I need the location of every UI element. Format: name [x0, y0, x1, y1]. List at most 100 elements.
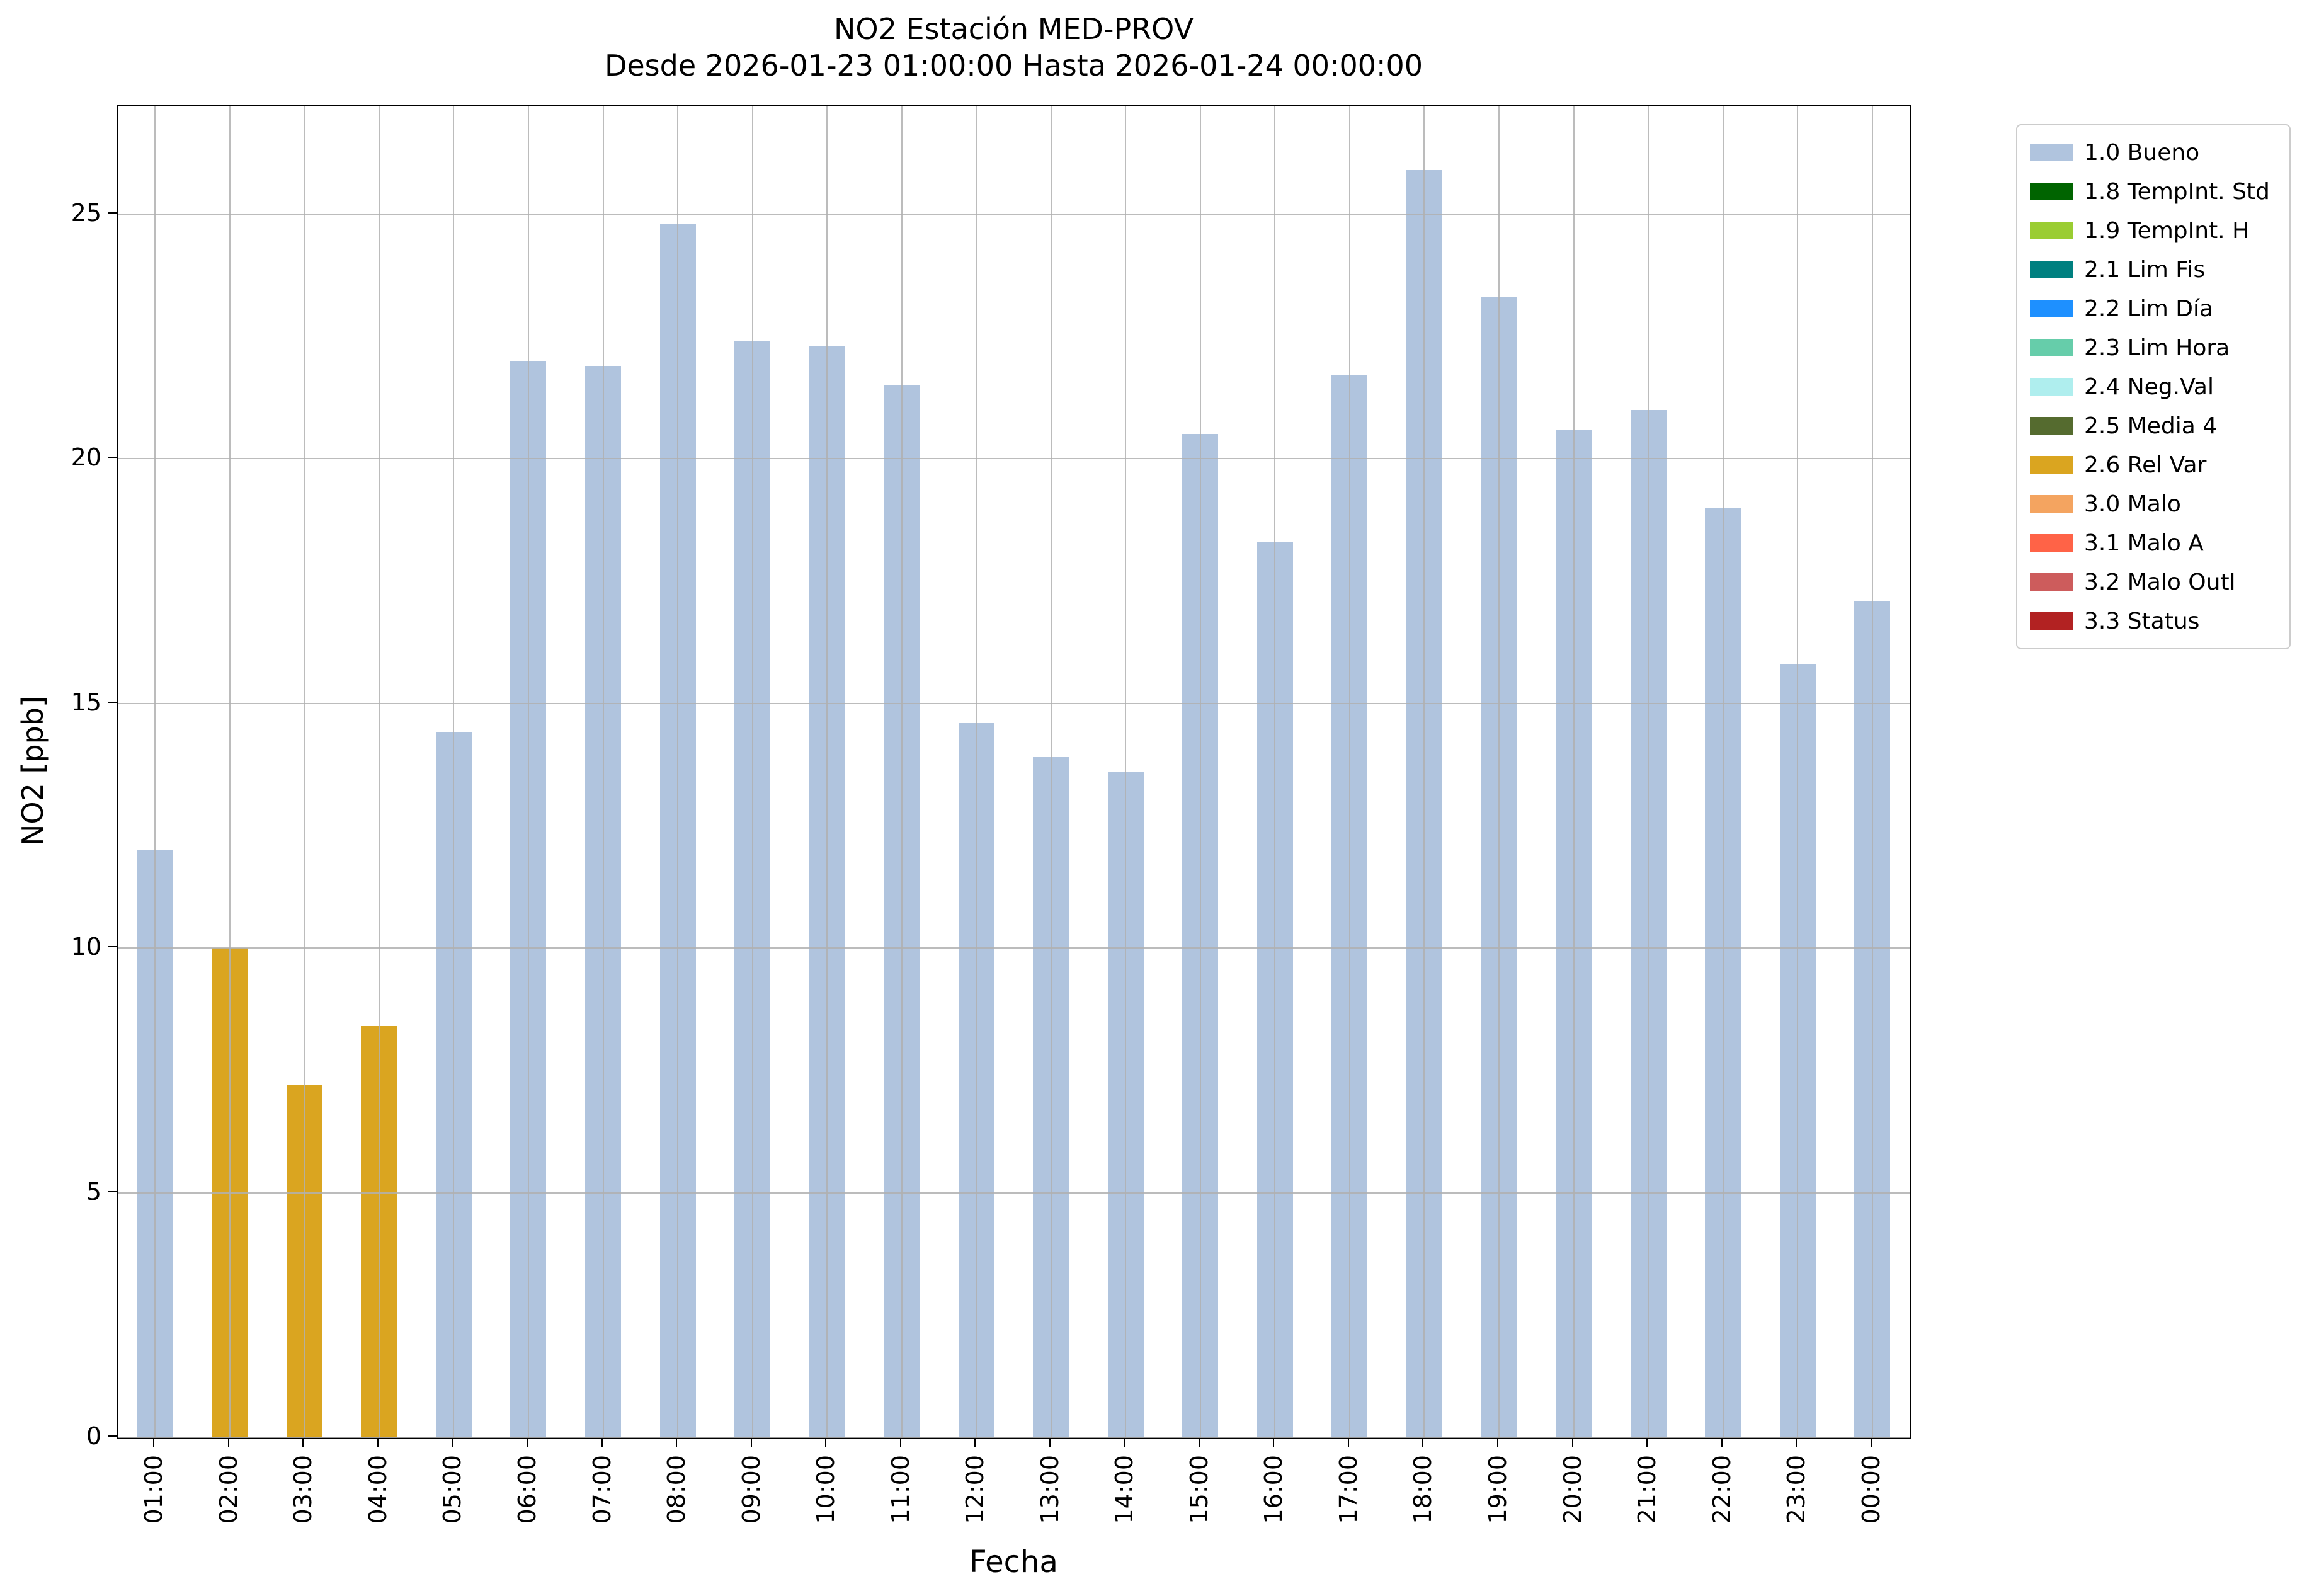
- y-tick-mark: [108, 1435, 117, 1437]
- gridline-vertical: [154, 106, 156, 1437]
- legend-label: 2.4 Neg.Val: [2084, 373, 2214, 400]
- gridline-vertical: [1648, 106, 1650, 1437]
- legend-label: 3.2 Malo Outl: [2084, 569, 2236, 595]
- x-tick-label: 16:00: [1260, 1455, 1288, 1524]
- x-tick-label: 17:00: [1334, 1455, 1362, 1524]
- gridline-horizontal: [118, 458, 1910, 460]
- x-tick-label: 12:00: [961, 1455, 989, 1524]
- legend-swatch: [2030, 339, 2073, 356]
- grid-layer: [118, 106, 1910, 1438]
- gridline-horizontal: [118, 1437, 1910, 1438]
- x-tick-label: 20:00: [1558, 1455, 1587, 1524]
- x-tick-mark: [1870, 1439, 1872, 1447]
- legend-label: 2.6 Rel Var: [2084, 452, 2207, 478]
- y-tick-mark: [108, 1190, 117, 1192]
- legend-item: 3.3 Status: [2030, 601, 2277, 641]
- gridline-vertical: [751, 106, 753, 1437]
- legend-item: 1.8 TempInt. Std: [2030, 172, 2277, 211]
- x-tick-mark: [899, 1439, 901, 1447]
- legend-swatch: [2030, 417, 2073, 435]
- chart-subtitle: Desde 2026-01-23 01:00:00 Hasta 2026-01-…: [604, 48, 1423, 83]
- x-tick-label: 04:00: [363, 1455, 392, 1524]
- legend-item: 1.0 Bueno: [2030, 133, 2277, 172]
- gridline-horizontal: [118, 947, 1910, 949]
- x-tick-mark: [1571, 1439, 1573, 1447]
- y-tick-label: 10: [71, 933, 101, 961]
- x-tick-mark: [1273, 1439, 1275, 1447]
- y-tick-mark: [108, 946, 117, 948]
- y-tick-label: 5: [86, 1177, 101, 1206]
- gridline-vertical: [453, 106, 455, 1437]
- gridline-vertical: [1573, 106, 1575, 1437]
- x-tick-label: 11:00: [886, 1455, 914, 1524]
- legend-swatch: [2030, 378, 2073, 396]
- x-tick-mark: [377, 1439, 379, 1447]
- gridline-vertical: [1274, 106, 1276, 1437]
- x-tick-mark: [1198, 1439, 1200, 1447]
- x-tick-mark: [526, 1439, 528, 1447]
- x-tick-label: 18:00: [1409, 1455, 1437, 1524]
- legend-swatch: [2030, 495, 2073, 513]
- x-tick-label: 07:00: [588, 1455, 616, 1524]
- x-tick-mark: [1347, 1439, 1349, 1447]
- gridline-vertical: [229, 106, 231, 1437]
- gridline-vertical: [1722, 106, 1724, 1437]
- legend-item: 1.9 TempInt. H: [2030, 211, 2277, 250]
- x-tick-mark: [153, 1439, 155, 1447]
- gridline-vertical: [826, 106, 828, 1437]
- legend-label: 2.5 Media 4: [2084, 413, 2218, 439]
- x-tick-label: 10:00: [812, 1455, 840, 1524]
- legend-label: 2.2 Lim Día: [2084, 295, 2214, 322]
- x-tick-label: 19:00: [1484, 1455, 1512, 1524]
- legend-label: 1.0 Bueno: [2084, 139, 2200, 166]
- gridline-vertical: [1423, 106, 1425, 1437]
- x-tick-label: 09:00: [737, 1455, 765, 1524]
- legend-swatch: [2030, 534, 2073, 552]
- x-tick-label: 21:00: [1633, 1455, 1661, 1524]
- y-tick-mark: [108, 212, 117, 214]
- plot-area: [117, 105, 1911, 1439]
- legend-item: 3.1 Malo A: [2030, 523, 2277, 562]
- gridline-vertical: [677, 106, 679, 1437]
- x-tick-mark: [302, 1439, 304, 1447]
- legend-item: 2.2 Lim Día: [2030, 289, 2277, 328]
- legend-label: 2.1 Lim Fis: [2084, 256, 2206, 283]
- gridline-vertical: [1199, 106, 1201, 1437]
- legend-label: 1.8 TempInt. Std: [2084, 178, 2270, 205]
- gridline-vertical: [304, 106, 305, 1437]
- legend-swatch: [2030, 573, 2073, 591]
- gridline-vertical: [1498, 106, 1500, 1437]
- legend-item: 3.0 Malo: [2030, 484, 2277, 523]
- legend-label: 2.3 Lim Hora: [2084, 334, 2230, 361]
- x-tick-mark: [601, 1439, 603, 1447]
- x-tick-mark: [1422, 1439, 1424, 1447]
- gridline-vertical: [602, 106, 604, 1437]
- x-tick-label: 05:00: [438, 1455, 467, 1524]
- x-tick-mark: [1124, 1439, 1125, 1447]
- legend-item: 2.3 Lim Hora: [2030, 328, 2277, 367]
- legend-label: 3.1 Malo A: [2084, 530, 2204, 556]
- y-tick-label: 20: [71, 443, 101, 472]
- chart-title: NO2 Estación MED-PROV: [833, 12, 1194, 46]
- gridline-vertical: [1871, 106, 1873, 1437]
- gridline-horizontal: [118, 1192, 1910, 1194]
- legend-item: 2.5 Media 4: [2030, 406, 2277, 445]
- legend-swatch: [2030, 261, 2073, 278]
- x-tick-mark: [825, 1439, 827, 1447]
- x-tick-mark: [1646, 1439, 1648, 1447]
- legend-item: 2.1 Lim Fis: [2030, 250, 2277, 289]
- gridline-vertical: [1797, 106, 1799, 1437]
- x-tick-mark: [676, 1439, 678, 1447]
- gridline-vertical: [527, 106, 529, 1437]
- x-tick-label: 06:00: [513, 1455, 541, 1524]
- legend-label: 3.3 Status: [2084, 608, 2200, 634]
- legend-item: 3.2 Malo Outl: [2030, 562, 2277, 601]
- x-tick-label: 23:00: [1782, 1455, 1811, 1524]
- x-tick-mark: [750, 1439, 752, 1447]
- x-tick-label: 13:00: [1035, 1455, 1064, 1524]
- x-tick-mark: [1796, 1439, 1798, 1447]
- x-tick-label: 14:00: [1110, 1455, 1139, 1524]
- y-tick-label: 15: [71, 688, 101, 716]
- gridline-horizontal: [118, 213, 1910, 215]
